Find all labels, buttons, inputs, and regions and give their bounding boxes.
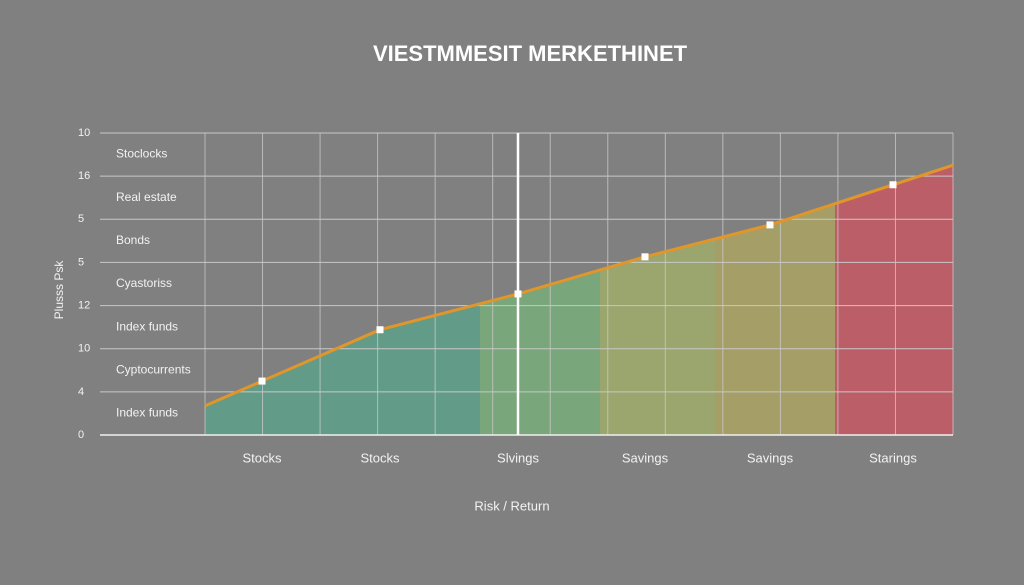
marker	[889, 181, 897, 189]
row-label: Stoclocks	[116, 147, 167, 161]
chart-title: VIESTMMESIT MERKETHINET	[373, 41, 688, 66]
marker	[641, 253, 649, 261]
y-tick-label: 5	[78, 213, 84, 225]
x-tick-label: Savings	[747, 450, 794, 465]
series-line	[261, 183, 894, 383]
y-tick-label: 16	[78, 170, 90, 182]
x-tick-label: Slvings	[497, 450, 539, 465]
y-tick-label: 10	[78, 127, 90, 139]
marker	[514, 290, 522, 298]
line-extension	[204, 379, 263, 408]
y-tick-label: 10	[78, 343, 90, 355]
x-axis-title: Risk / Return	[474, 498, 549, 513]
marker	[376, 326, 384, 334]
y-tick-label: 4	[78, 386, 84, 398]
row-label: Cyptocurrents	[116, 362, 191, 376]
marker	[258, 377, 266, 385]
x-tick-label: Starings	[869, 450, 917, 465]
row-label: Cyastoriss	[116, 276, 172, 290]
row-label: Real estate	[116, 190, 177, 204]
marker	[766, 221, 774, 229]
x-tick-label: Stocks	[242, 450, 282, 465]
y-axis-title: Plusss Psk	[52, 260, 66, 320]
line-extension	[892, 163, 954, 187]
y-tick-label: 12	[78, 299, 90, 311]
row-label: Index funds	[116, 319, 178, 333]
x-tick-label: Stocks	[360, 450, 400, 465]
x-tick-label: Savings	[622, 450, 669, 465]
row-label: Index funds	[116, 406, 178, 420]
y-tick-label: 0	[78, 429, 84, 441]
band	[835, 165, 953, 435]
row-label: Bonds	[116, 233, 150, 247]
y-tick-label: 5	[78, 256, 84, 268]
